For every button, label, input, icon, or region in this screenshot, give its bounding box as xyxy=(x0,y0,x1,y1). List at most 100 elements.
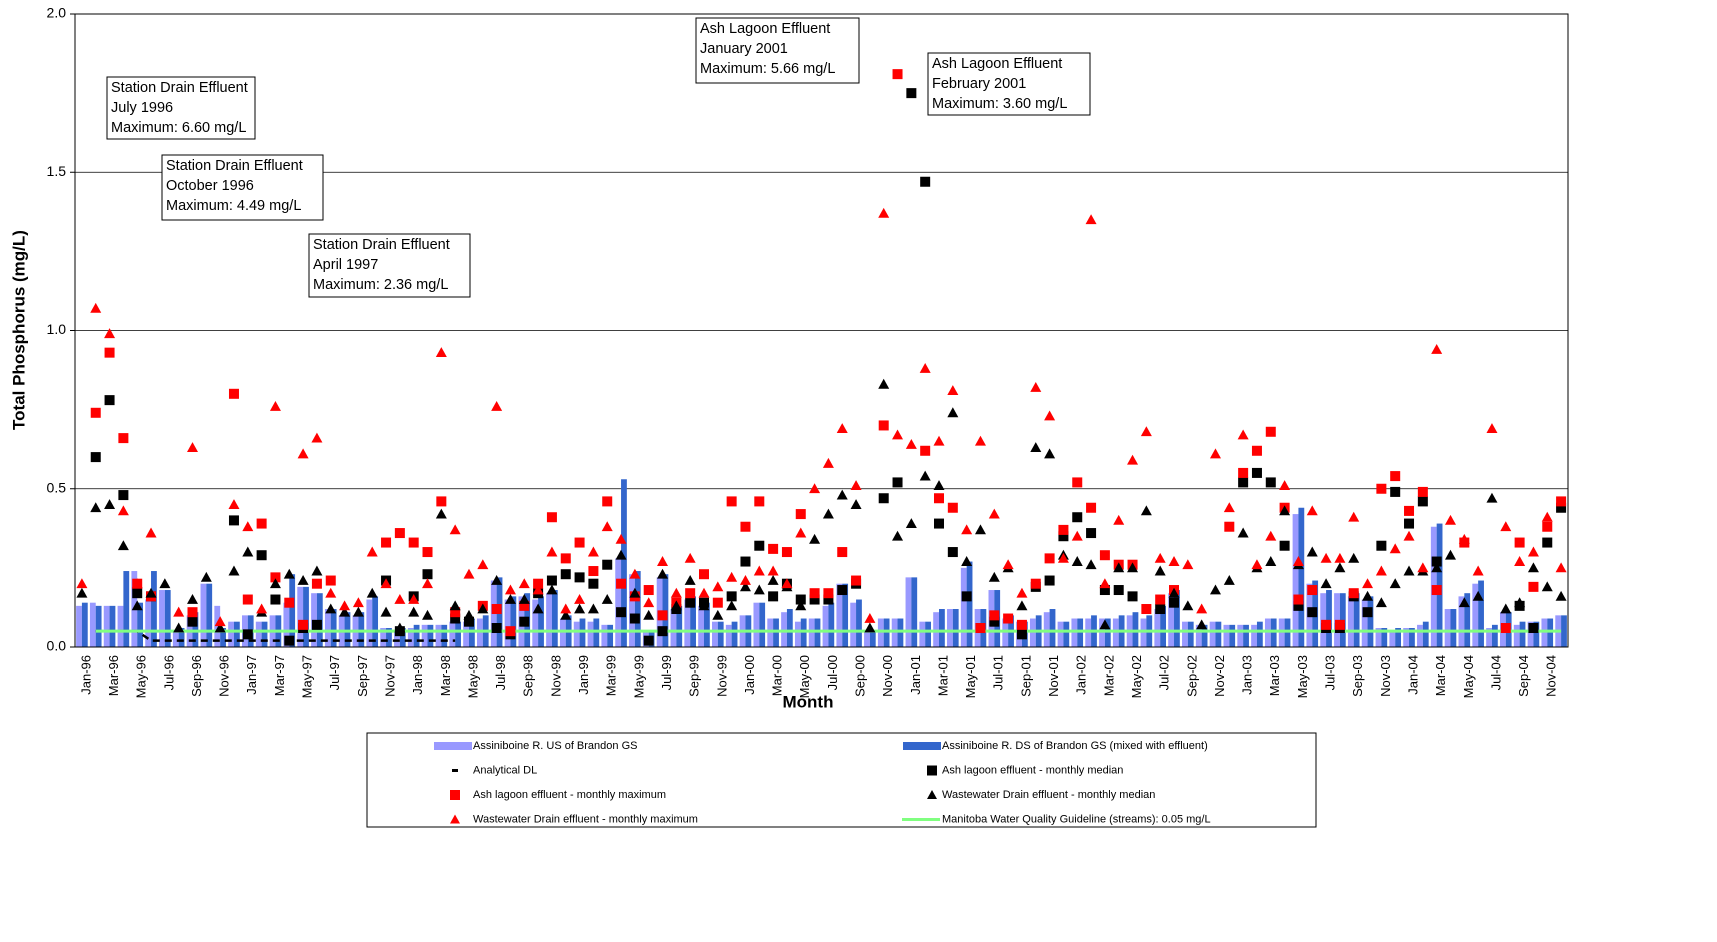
triangle-marker xyxy=(961,524,973,535)
triangle-marker xyxy=(1403,565,1415,576)
triangle-marker xyxy=(1362,578,1374,589)
square-marker xyxy=(1293,594,1304,605)
square-marker xyxy=(643,585,654,596)
triangle-marker xyxy=(1237,429,1249,440)
triangle-marker xyxy=(1113,514,1125,525)
bar xyxy=(1270,618,1277,647)
bar xyxy=(200,583,207,647)
triangle-marker xyxy=(1541,581,1553,592)
square-marker xyxy=(726,496,737,507)
bar xyxy=(1264,618,1271,647)
square-marker xyxy=(1141,604,1152,615)
x-tick-label: Jan-03 xyxy=(1240,655,1255,695)
triangle-marker xyxy=(933,435,945,446)
square-marker xyxy=(436,496,447,507)
bar xyxy=(621,479,627,647)
bar xyxy=(233,621,240,647)
triangle-marker xyxy=(173,606,185,617)
triangle-marker xyxy=(1320,552,1332,563)
triangle-marker xyxy=(1527,562,1539,573)
bar xyxy=(137,602,144,647)
bar xyxy=(427,624,434,647)
triangle-marker xyxy=(532,603,544,614)
triangle-marker xyxy=(1168,556,1180,566)
square-marker xyxy=(228,388,239,399)
triangle-marker xyxy=(228,565,240,576)
bar xyxy=(344,612,351,647)
triangle-marker xyxy=(76,578,88,589)
triangle-marker xyxy=(1223,502,1235,513)
triangle-marker xyxy=(1431,343,1443,354)
bar xyxy=(164,590,171,647)
bar xyxy=(1154,609,1161,647)
triangle-marker xyxy=(380,578,392,589)
triangle-marker xyxy=(380,606,392,617)
bar xyxy=(836,583,843,647)
triangle-marker xyxy=(1555,562,1567,573)
triangle-marker xyxy=(269,400,281,411)
square-marker xyxy=(1556,496,1567,507)
x-tick-label: Jan-96 xyxy=(78,655,93,695)
legend-label: Wastewater Drain effluent - monthly medi… xyxy=(942,789,1155,801)
bar xyxy=(1464,593,1471,647)
triangle-marker xyxy=(643,609,655,620)
triangle-marker xyxy=(919,362,931,373)
square-marker xyxy=(1113,585,1124,596)
triangle-marker xyxy=(1127,562,1139,573)
bar xyxy=(95,605,102,647)
square-marker xyxy=(491,604,502,615)
bar xyxy=(1486,628,1492,647)
bar xyxy=(712,621,718,647)
x-tick-label: Mar-02 xyxy=(1101,655,1116,696)
bar xyxy=(1367,596,1374,647)
square-marker xyxy=(104,395,115,406)
triangle-marker xyxy=(325,603,337,614)
y-axis-title: Total Phosphorus (mg/L) xyxy=(9,230,28,430)
square-marker xyxy=(1528,581,1539,592)
bar xyxy=(1187,621,1194,647)
bar xyxy=(192,612,199,647)
square-marker xyxy=(1556,502,1567,513)
triangle-marker xyxy=(242,521,254,532)
bar xyxy=(1409,628,1415,647)
triangle-marker xyxy=(1555,590,1567,601)
triangle-marker xyxy=(726,571,738,582)
triangle-marker xyxy=(104,499,116,509)
triangle-marker xyxy=(919,470,931,481)
x-tick-label: May-02 xyxy=(1129,655,1144,698)
bar xyxy=(1195,624,1202,647)
bar xyxy=(607,624,614,647)
triangle-marker xyxy=(1348,552,1360,563)
triangle-marker xyxy=(1444,549,1456,560)
legend-triangle xyxy=(927,790,937,799)
square-marker xyxy=(1500,623,1511,634)
bar xyxy=(1513,624,1520,647)
square-marker xyxy=(505,626,516,637)
triangle-marker xyxy=(1362,590,1374,601)
square-marker xyxy=(685,588,696,599)
bar xyxy=(1229,624,1236,647)
square-marker xyxy=(463,616,474,627)
annotation-text: Station Drain Effluent xyxy=(111,80,248,96)
triangle-marker xyxy=(339,606,351,617)
triangle-marker xyxy=(117,540,129,551)
triangle-marker xyxy=(1127,454,1139,465)
triangle-marker xyxy=(1044,448,1056,459)
x-tick-label: Jul-02 xyxy=(1157,655,1172,690)
triangle-marker xyxy=(187,594,199,604)
square-marker xyxy=(118,433,129,444)
triangle-marker xyxy=(366,587,378,598)
square-marker xyxy=(1293,600,1304,611)
bar xyxy=(1478,580,1484,647)
bar xyxy=(842,583,849,647)
square-marker xyxy=(1390,486,1401,497)
triangle-marker xyxy=(1306,546,1318,557)
triangle-marker xyxy=(822,508,834,519)
square-marker xyxy=(920,176,931,187)
square-marker xyxy=(1058,531,1069,542)
square-marker xyxy=(961,591,972,602)
x-tick-label: Mar-99 xyxy=(604,655,619,696)
bar xyxy=(220,628,226,647)
triangle-marker xyxy=(90,302,102,313)
